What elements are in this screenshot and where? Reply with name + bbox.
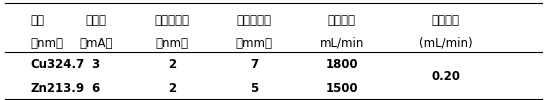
Text: 波长: 波长	[30, 14, 44, 26]
Text: （nm）: （nm）	[156, 36, 189, 50]
Text: (mL/min): (mL/min)	[419, 36, 473, 50]
Text: Cu324.7: Cu324.7	[30, 58, 84, 72]
Text: 0.20: 0.20	[431, 70, 461, 83]
Text: （mA）: （mA）	[79, 36, 113, 50]
Text: （nm）: （nm）	[30, 36, 63, 50]
Text: 1500: 1500	[325, 82, 358, 94]
Text: mL/min: mL/min	[319, 36, 364, 50]
Text: 2: 2	[168, 82, 176, 94]
Text: （mm）: （mm）	[236, 36, 273, 50]
Text: 灯电流: 灯电流	[85, 14, 106, 26]
Text: 乙炔流量: 乙炔流量	[328, 14, 356, 26]
Text: 1800: 1800	[325, 58, 358, 72]
Text: 2: 2	[168, 58, 176, 72]
Text: 3: 3	[92, 58, 100, 72]
Text: 燃烧器高度: 燃烧器高度	[237, 14, 272, 26]
Text: 7: 7	[251, 58, 258, 72]
Text: 单色器通带: 单色器通带	[155, 14, 190, 26]
Text: 6: 6	[91, 82, 100, 94]
Text: Zn213.9: Zn213.9	[30, 82, 84, 94]
Text: 5: 5	[250, 82, 259, 94]
Text: 空气流量: 空气流量	[432, 14, 460, 26]
